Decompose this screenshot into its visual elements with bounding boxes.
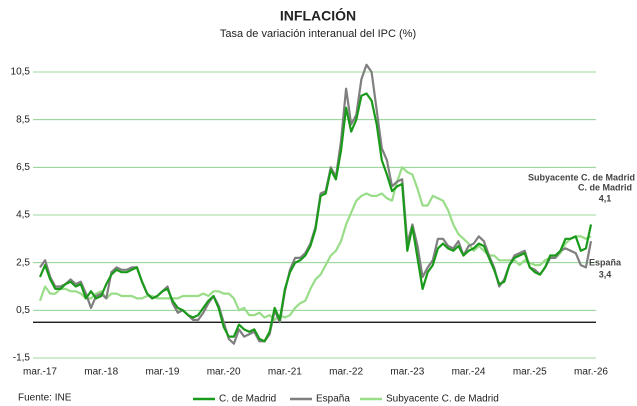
legend-label: Subyacente C. de Madrid bbox=[386, 394, 499, 405]
y-tick-label: 4,5 bbox=[16, 210, 30, 221]
y-tick-label: 0,5 bbox=[16, 305, 30, 316]
x-tick-label: mar.-24 bbox=[452, 367, 486, 378]
end-label-value: 4,1 bbox=[599, 193, 612, 203]
end-label-name: C. de Madrid bbox=[578, 182, 632, 192]
x-tick-label: mar.-25 bbox=[513, 367, 547, 378]
series-line bbox=[38, 166, 592, 321]
y-tick-label: 10,5 bbox=[11, 67, 31, 78]
x-tick-label: mar.-17 bbox=[23, 367, 57, 378]
y-tick-label: -1,5 bbox=[13, 353, 31, 364]
annotation: Subyacente C. de Madrid bbox=[528, 172, 635, 182]
series-line bbox=[39, 63, 593, 345]
x-tick-label: mar.-19 bbox=[145, 367, 179, 378]
legend-label: España bbox=[316, 394, 350, 405]
series-line bbox=[38, 92, 593, 343]
x-tick-label: mar.-21 bbox=[268, 367, 302, 378]
legend-label: C. de Madrid bbox=[219, 394, 276, 405]
x-tick-label: mar.-22 bbox=[329, 367, 363, 378]
end-label-value: 3,4 bbox=[599, 269, 612, 279]
y-tick-label: 8,5 bbox=[16, 114, 30, 125]
x-tick-label: mar.-23 bbox=[390, 367, 424, 378]
y-tick-label: 6,5 bbox=[16, 162, 30, 173]
source: Fuente: INE bbox=[18, 393, 72, 404]
x-tick-label: mar.-20 bbox=[207, 367, 241, 378]
chart-subtitle: Tasa de variación interanual del IPC (%) bbox=[220, 28, 416, 40]
x-tick-label: mar.-18 bbox=[84, 367, 118, 378]
y-tick-label: 2,5 bbox=[16, 257, 30, 268]
x-tick-label: mar.-26 bbox=[574, 367, 608, 378]
chart-title: INFLACIÓN bbox=[280, 7, 356, 24]
end-label-name: España bbox=[589, 257, 622, 267]
